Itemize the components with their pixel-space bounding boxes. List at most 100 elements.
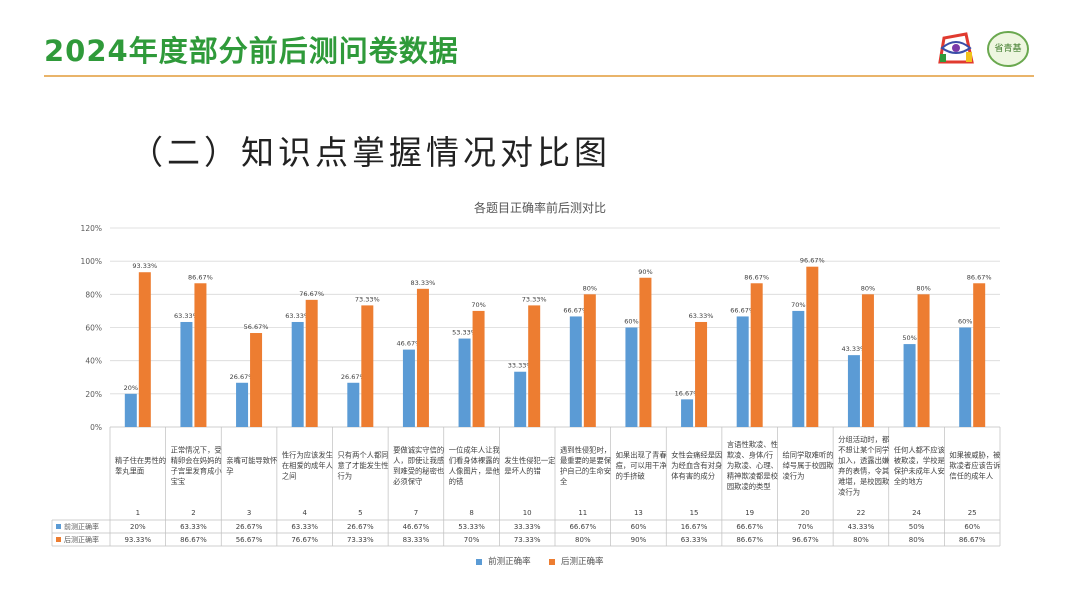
data-label: 80% (583, 284, 597, 292)
table-cell: 20% (130, 523, 146, 531)
bar (514, 371, 527, 427)
slide-title: 2024年度部分前后测问卷数据 (44, 34, 459, 68)
data-label: 96.67% (800, 257, 825, 265)
category-description: 精子住在男性的睾丸里面 (115, 456, 166, 476)
data-label: 60% (624, 318, 638, 326)
table-cell: 73.33% (514, 536, 541, 544)
bar (861, 294, 874, 427)
bar (138, 272, 151, 427)
table-cell: 76.67% (291, 536, 318, 544)
data-label: 93.33% (132, 262, 157, 270)
table-cell: 56.67% (236, 536, 263, 544)
bar (639, 277, 652, 427)
table-cell: 86.67% (180, 536, 207, 544)
data-label: 80% (861, 284, 875, 292)
category-label: 11 (578, 509, 587, 517)
chart-legend: 前测正确率 后测正确率 (0, 555, 1080, 567)
bar (736, 316, 749, 427)
category-description: 给同学取难听的绰号属于校园欺凌行为 (783, 451, 835, 481)
legend-swatch-pre (476, 558, 483, 565)
category-description: 遇到性侵犯时，最重要的是要保护自己的生命安全 (560, 445, 612, 486)
category-description: 要做诚实守信的人，即使让我感到难受的秘密也必须保守 (393, 445, 444, 486)
bar (305, 299, 318, 427)
bar (792, 310, 805, 427)
data-label: 73.33% (355, 295, 380, 303)
data-label: 70% (471, 301, 485, 309)
data-label: 66.67% (563, 306, 588, 314)
data-label: 73.33% (522, 295, 547, 303)
category-description: 言语性欺凌、性欺凌、身体/行为欺凌、心理、精神欺凌都是校园欺凌的类型 (727, 440, 779, 491)
table-cell: 70% (464, 536, 480, 544)
data-label: 86.67% (967, 273, 992, 281)
data-label: 63.33% (285, 312, 310, 320)
chart-title: 各题目正确率前后测对比 (473, 201, 606, 215)
table-cell: 16.67% (681, 523, 708, 531)
table-cell: 46.67% (403, 523, 430, 531)
table-cell: 66.67% (736, 523, 763, 531)
table-cell: 83.33% (403, 536, 430, 544)
data-label: 26.67% (230, 373, 255, 381)
table-cell: 90% (631, 536, 647, 544)
table-cell: 63.33% (180, 523, 207, 531)
data-label: 83.33% (411, 279, 436, 287)
bar (528, 305, 541, 427)
table-cell: 26.67% (236, 523, 263, 531)
category-label: 8 (469, 509, 473, 517)
category-description: 发生性侵犯一定是坏人的错 (504, 456, 555, 476)
category-description: 一位成年人让我们看身体裸露的人像图片，是他的错 (449, 445, 501, 486)
category-label: 24 (912, 509, 921, 517)
bar (250, 333, 263, 427)
y-tick-label: 120% (81, 224, 102, 233)
data-label: 50% (902, 334, 916, 342)
category-label: 22 (856, 509, 865, 517)
category-label: 1 (136, 509, 140, 517)
y-tick-label: 20% (85, 390, 102, 399)
data-label: 26.67% (341, 373, 366, 381)
category-label: 3 (247, 509, 251, 517)
table-row-swatch (56, 524, 61, 529)
category-label: 25 (968, 509, 977, 517)
table-cell: 26.67% (347, 523, 374, 531)
bar (750, 283, 763, 427)
bar (472, 310, 485, 427)
data-label: 56.67% (244, 323, 269, 331)
category-label: 19 (745, 509, 754, 517)
table-row-swatch (56, 537, 61, 542)
bar (583, 294, 596, 427)
table-cell: 50% (909, 523, 925, 531)
category-description: 只有两个人都同意了才能发生性行为 (338, 451, 389, 481)
data-label: 86.67% (744, 273, 769, 281)
bar (569, 316, 582, 427)
bar (402, 349, 415, 427)
legend-item-pre: 前测正确率 (476, 555, 531, 567)
legend-label-pre: 前测正确率 (488, 557, 531, 567)
table-cell: 63.33% (681, 536, 708, 544)
bar (180, 321, 193, 427)
bar (416, 288, 429, 427)
bar (681, 399, 694, 427)
data-label: 60% (958, 318, 972, 326)
data-label: 80% (916, 284, 930, 292)
bar (236, 382, 249, 427)
table-cell: 96.67% (792, 536, 819, 544)
table-cell: 86.67% (959, 536, 986, 544)
category-label: 13 (634, 509, 643, 517)
category-label: 20 (801, 509, 810, 517)
y-tick-label: 100% (81, 257, 102, 266)
section-title: （二）知识点掌握情况对比图 (130, 133, 611, 172)
bar (917, 294, 930, 427)
category-label: 7 (414, 509, 418, 517)
bar (847, 355, 860, 427)
data-label: 63.33% (174, 312, 199, 320)
table-cell: 43.33% (848, 523, 875, 531)
table-cell: 73.33% (347, 536, 374, 544)
data-label: 53.33% (452, 329, 477, 337)
table-cell: 80% (853, 536, 869, 544)
data-label: 90% (638, 268, 652, 276)
bar (806, 266, 819, 427)
legend-item-post: 后测正确率 (549, 555, 604, 567)
data-label: 33.33% (508, 362, 533, 370)
data-label: 66.67% (730, 306, 755, 314)
category-description: 女性会痛经是因为经血含有对身体有害的成分 (671, 451, 722, 481)
table-cell: 53.33% (458, 523, 485, 531)
